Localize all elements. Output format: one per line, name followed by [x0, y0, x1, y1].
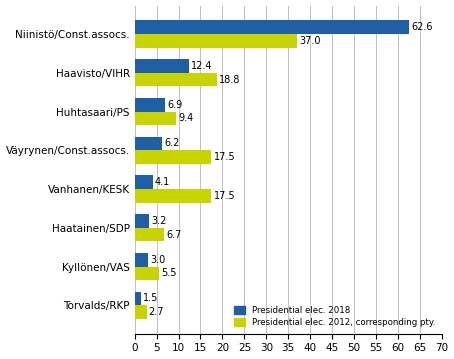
Text: 1.5: 1.5 — [143, 293, 159, 303]
Bar — [135, 292, 141, 305]
Bar — [135, 59, 189, 73]
Text: 6.2: 6.2 — [164, 139, 179, 149]
Bar — [135, 34, 297, 48]
Bar — [135, 137, 162, 150]
Bar — [135, 305, 147, 319]
Text: 4.1: 4.1 — [155, 177, 170, 187]
Bar — [135, 228, 164, 241]
Text: 5.5: 5.5 — [161, 268, 177, 278]
Bar — [135, 150, 212, 164]
Text: 6.7: 6.7 — [166, 229, 182, 239]
Bar — [135, 73, 217, 86]
Bar — [135, 20, 410, 34]
Text: 3.0: 3.0 — [150, 255, 165, 265]
Text: 9.4: 9.4 — [178, 113, 193, 123]
Text: 2.7: 2.7 — [149, 307, 164, 317]
Text: 17.5: 17.5 — [214, 191, 235, 201]
Bar — [135, 214, 149, 228]
Bar — [135, 253, 148, 266]
Legend: Presidential elec. 2018, Presidential elec. 2012, corresponding pty.: Presidential elec. 2018, Presidential el… — [232, 304, 438, 330]
Bar — [135, 98, 165, 112]
Text: 18.8: 18.8 — [219, 75, 241, 85]
Text: 37.0: 37.0 — [299, 36, 321, 46]
Bar — [135, 189, 212, 202]
Text: 3.2: 3.2 — [151, 216, 166, 226]
Text: 12.4: 12.4 — [191, 61, 213, 71]
Bar — [135, 112, 176, 125]
Text: 6.9: 6.9 — [167, 100, 183, 110]
Text: 62.6: 62.6 — [412, 22, 433, 32]
Bar — [135, 176, 153, 189]
Bar — [135, 266, 159, 280]
Text: 17.5: 17.5 — [214, 152, 235, 162]
